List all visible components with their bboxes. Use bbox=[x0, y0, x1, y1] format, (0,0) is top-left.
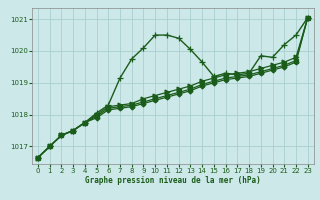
X-axis label: Graphe pression niveau de la mer (hPa): Graphe pression niveau de la mer (hPa) bbox=[85, 176, 261, 185]
